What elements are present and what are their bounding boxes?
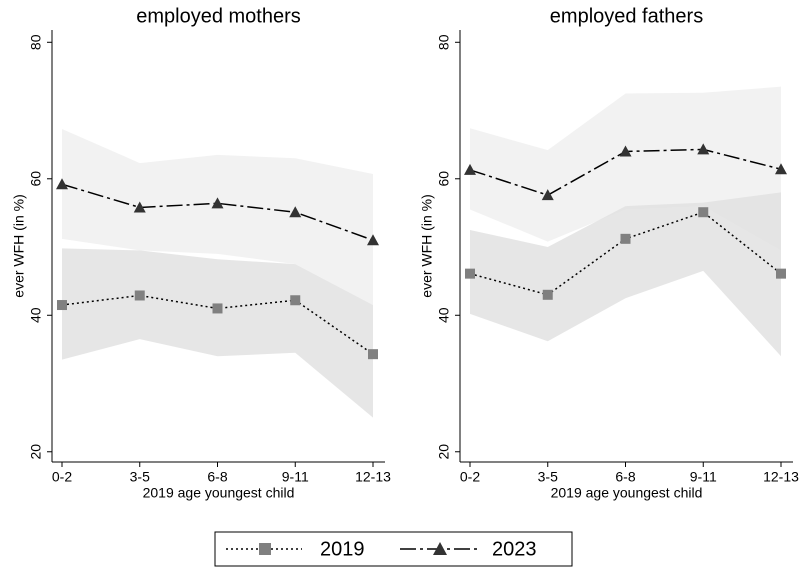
legend-marker xyxy=(259,543,271,555)
marker xyxy=(368,349,378,360)
marker xyxy=(367,234,379,246)
marker xyxy=(464,163,476,175)
marker xyxy=(134,290,145,301)
marker xyxy=(289,206,302,218)
series-line xyxy=(61,183,374,241)
x-axis-label: 2019 age youngest child xyxy=(551,485,703,501)
legend-label: 2019 xyxy=(320,538,365,560)
y-tick-label: 20 xyxy=(436,444,452,460)
y-axis-label: ever WFH (in %) xyxy=(419,194,435,297)
marker xyxy=(56,178,68,190)
confidence-band xyxy=(62,128,373,306)
y-tick-label: 80 xyxy=(28,34,44,50)
x-tick-label: 3-5 xyxy=(538,469,558,485)
y-tick-label: 40 xyxy=(28,307,44,323)
marker xyxy=(698,207,709,218)
series-line xyxy=(61,294,374,355)
confidence-band xyxy=(470,192,781,357)
y-tick-label: 80 xyxy=(436,34,452,50)
x-tick-label: 3-5 xyxy=(130,469,150,485)
legend: 2019 2023 xyxy=(214,531,573,567)
marker xyxy=(290,295,301,306)
legend-box xyxy=(214,531,573,567)
marker xyxy=(465,268,475,279)
panel-title: employed mothers xyxy=(136,5,301,27)
marker xyxy=(775,163,787,175)
x-tick-label: 0-2 xyxy=(460,469,480,485)
panel-title: employed fathers xyxy=(550,5,703,27)
x-tick-label: 12-13 xyxy=(763,469,799,485)
y-tick-label: 60 xyxy=(436,171,452,187)
x-axis-label: 2019 age youngest child xyxy=(143,485,295,501)
panel: 20 40 60 80 0-2 3-5 6-8 9-11 12-13 2019 age young… xyxy=(11,5,391,500)
x-tick-label: 9-11 xyxy=(282,469,309,485)
marker xyxy=(211,197,224,209)
marker xyxy=(541,189,554,201)
marker xyxy=(133,201,146,213)
marker xyxy=(620,233,631,244)
y-tick-label: 40 xyxy=(436,307,452,323)
marker xyxy=(212,303,223,314)
panel: 20 40 60 80 0-2 3-5 6-8 9-11 12-13 2019 age young… xyxy=(419,5,799,500)
x-tick-label: 6-8 xyxy=(615,469,635,485)
y-axis-label: ever WFH (in %) xyxy=(11,194,27,297)
x-tick-label: 9-11 xyxy=(690,469,717,485)
legend-marker xyxy=(433,542,447,555)
marker xyxy=(776,268,786,279)
marker xyxy=(619,145,632,157)
confidence-band xyxy=(470,86,781,251)
marker xyxy=(542,289,553,300)
marker xyxy=(697,143,710,155)
marker xyxy=(57,300,67,311)
legend-label: 2023 xyxy=(492,538,537,560)
x-tick-label: 6-8 xyxy=(207,469,227,485)
y-tick-label: 60 xyxy=(28,171,44,187)
y-tick-label: 20 xyxy=(28,444,44,460)
x-tick-label: 0-2 xyxy=(52,469,72,485)
x-tick-label: 12-13 xyxy=(355,469,391,485)
